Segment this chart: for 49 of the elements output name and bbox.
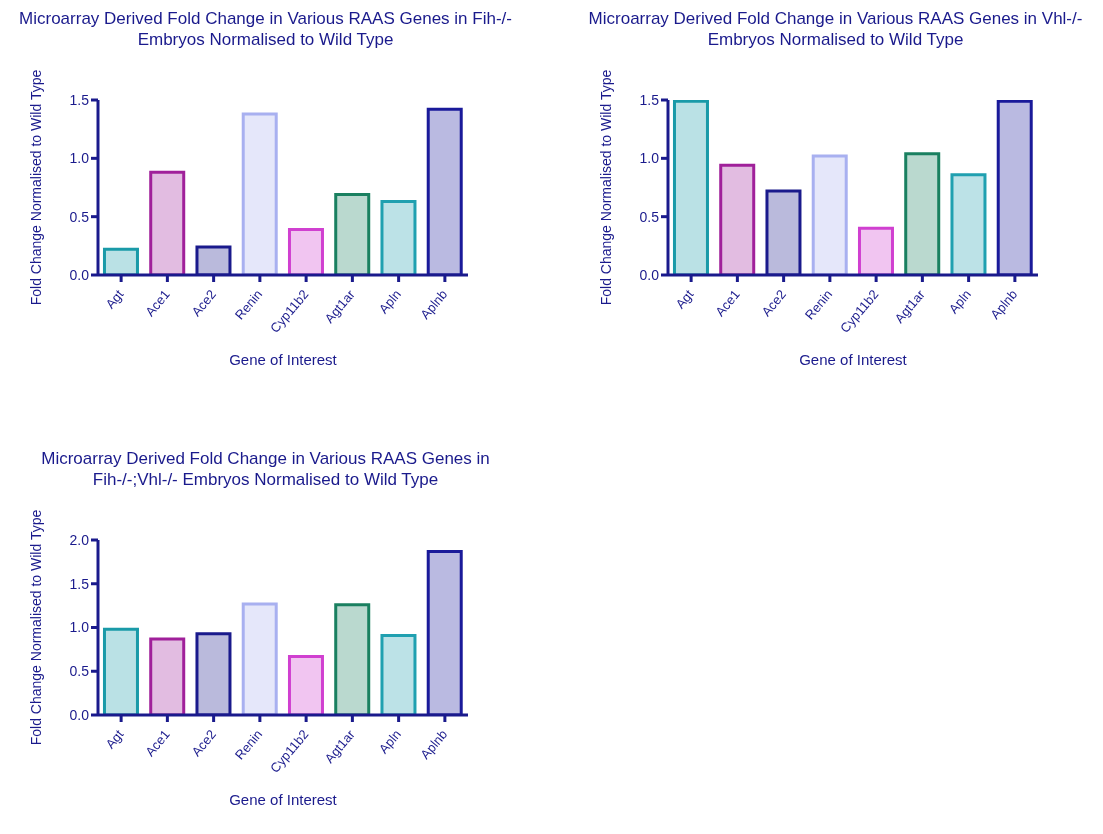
bar	[426, 107, 463, 275]
x-axis-title: Gene of Interest	[799, 351, 908, 368]
bar	[426, 549, 463, 715]
bar	[904, 152, 941, 275]
y-axis-title: Fold Change Normalised to Wild Type	[597, 69, 614, 306]
bar	[950, 173, 987, 275]
y-tick-label: 1.0	[69, 150, 90, 167]
x-tick-label: Agt	[102, 286, 127, 312]
y-axis-title: Fold Change Normalised to Wild Type	[27, 69, 44, 306]
y-tick-label: 0.0	[639, 266, 660, 283]
x-axis-title: Gene of Interest	[229, 351, 338, 368]
bar	[195, 632, 232, 715]
y-tick-label: 1.5	[69, 91, 90, 108]
bar	[765, 189, 802, 275]
y-tick-label: 2.0	[69, 531, 90, 548]
bar	[149, 637, 186, 715]
chart-title: Microarray Derived Fold Change in Various RAAS Genes in Fih-/- Embryos Normalised to Wild Type	[18, 8, 513, 50]
y-tick-label: 0.5	[69, 663, 90, 680]
y-tick-label: 1.0	[639, 150, 660, 167]
bar	[996, 100, 1033, 275]
y-tick-label: 0.5	[639, 208, 660, 225]
y-tick-label: 1.5	[639, 91, 660, 108]
y-axis-title: Fold Change Normalised to Wild Type	[27, 509, 44, 746]
bar	[287, 228, 324, 275]
chart-title: Microarray Derived Fold Change in Various RAAS Genes in Fih-/-;Vhl-/- Embryos Normalised to Wild Type	[40, 448, 491, 490]
bar	[719, 163, 756, 275]
y-tick-label: 1.5	[69, 575, 90, 592]
bar	[195, 245, 232, 275]
bar	[102, 247, 139, 275]
x-tick-label: Agt	[672, 286, 697, 312]
y-tick-label: 1.0	[69, 619, 90, 636]
bar	[672, 100, 709, 275]
y-tick-label: 0.0	[69, 266, 90, 283]
bar	[102, 627, 139, 715]
bar	[334, 193, 371, 275]
bar	[380, 200, 417, 275]
bar	[241, 112, 278, 275]
bar	[287, 654, 324, 715]
bar	[334, 603, 371, 715]
bar	[149, 170, 186, 275]
bar	[380, 633, 417, 715]
y-tick-label: 0.5	[69, 208, 90, 225]
bar	[241, 602, 278, 715]
x-axis-title: Gene of Interest	[229, 791, 338, 808]
chart-title: Microarray Derived Fold Change in Various RAAS Genes in Vhl-/- Embryos Normalised to Wild Type	[587, 8, 1084, 50]
bar	[857, 226, 894, 275]
bar	[811, 154, 848, 275]
y-tick-label: 0.0	[69, 706, 90, 723]
x-tick-label: Agt	[102, 726, 127, 752]
